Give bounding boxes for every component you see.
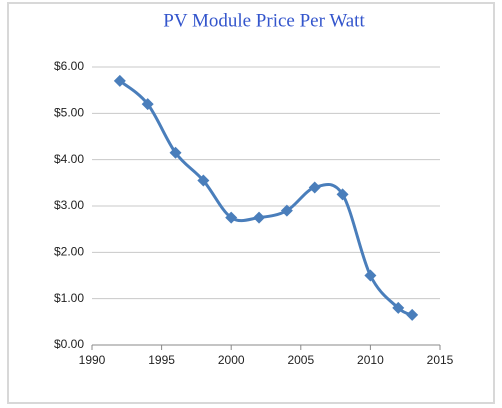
- x-tick-label: 2010: [357, 353, 384, 367]
- chart-frame: [7, 2, 495, 404]
- chart-title: PV Module Price Per Watt: [163, 10, 365, 31]
- marker: [225, 211, 238, 224]
- x-tick-label: 2000: [218, 353, 245, 367]
- marker: [336, 188, 349, 201]
- marker: [364, 269, 377, 282]
- marker: [141, 98, 154, 111]
- marker: [169, 146, 182, 159]
- y-tick-label: $3.00: [54, 198, 84, 212]
- marker: [113, 74, 126, 87]
- y-tick-label: $5.00: [54, 106, 84, 120]
- marker: [197, 174, 210, 187]
- marker: [406, 308, 419, 321]
- y-tick-label: $0.00: [54, 337, 84, 351]
- x-tick-label: 1995: [148, 353, 175, 367]
- y-tick-label: $4.00: [54, 152, 84, 166]
- marker: [253, 211, 266, 224]
- y-tick-label: $2.00: [54, 245, 84, 259]
- marker: [308, 181, 321, 194]
- x-tick-label: 2015: [427, 353, 454, 367]
- y-tick-label: $1.00: [54, 291, 84, 305]
- y-tick-label: $6.00: [54, 59, 84, 73]
- marker: [392, 301, 405, 314]
- x-tick-label: 2005: [287, 353, 314, 367]
- marker: [280, 204, 293, 217]
- x-tick-label: 1990: [79, 353, 106, 367]
